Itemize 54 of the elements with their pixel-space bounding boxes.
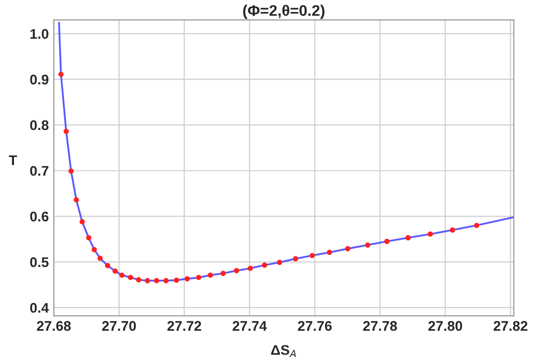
point [105, 262, 110, 268]
y-tick-label: 0.9 [30, 74, 48, 84]
point [450, 227, 456, 233]
point [128, 274, 134, 280]
point [74, 197, 79, 202]
point [345, 246, 350, 252]
line-series [58, 22, 514, 282]
point [234, 268, 240, 274]
point [405, 235, 411, 240]
x-tick-label: 27.74 [232, 321, 267, 331]
point [184, 276, 190, 282]
y-tick-label: 0.6 [30, 212, 48, 222]
point [64, 128, 69, 134]
point [80, 219, 85, 224]
x-axis-title: ΔS$_{A}$ [271, 345, 296, 358]
point [248, 266, 253, 271]
point [144, 278, 150, 284]
point [92, 247, 97, 252]
x-tick-label: 27.68 [36, 321, 71, 331]
point [196, 274, 202, 280]
point [276, 260, 282, 265]
point [292, 256, 298, 262]
y-tick-label: 0.8 [30, 120, 49, 130]
point [208, 272, 213, 278]
point [174, 278, 180, 283]
point [220, 270, 226, 276]
point [365, 242, 370, 248]
point [58, 72, 64, 77]
point [86, 235, 92, 240]
x-tick-label: 27.76 [298, 321, 332, 331]
point [112, 268, 118, 274]
point [384, 238, 390, 244]
chart-title: (Φ=2,θ=0.2) [243, 4, 324, 19]
point [68, 168, 74, 174]
point [326, 250, 332, 255]
x-tick-label: 27.82 [494, 321, 528, 331]
point [262, 262, 268, 268]
point [428, 231, 433, 237]
point [310, 252, 315, 258]
point [163, 278, 169, 284]
y-tick-label: 0.5 [30, 257, 49, 268]
point [119, 272, 125, 278]
y-axis-title: T [8, 155, 18, 166]
x-tick-label: 27.78 [363, 321, 397, 331]
x-tick-label: 27.80 [428, 321, 462, 331]
point [474, 222, 480, 228]
y-tick-label: 1.0 [30, 28, 48, 39]
point [136, 277, 142, 282]
y-tick-label: 0.7 [30, 166, 48, 176]
x-tick-label: 27.70 [102, 321, 136, 331]
y-tick-label: 0.4 [30, 302, 49, 313]
x-tick-label: 27.72 [167, 321, 202, 331]
point [154, 278, 160, 284]
point [98, 256, 103, 261]
